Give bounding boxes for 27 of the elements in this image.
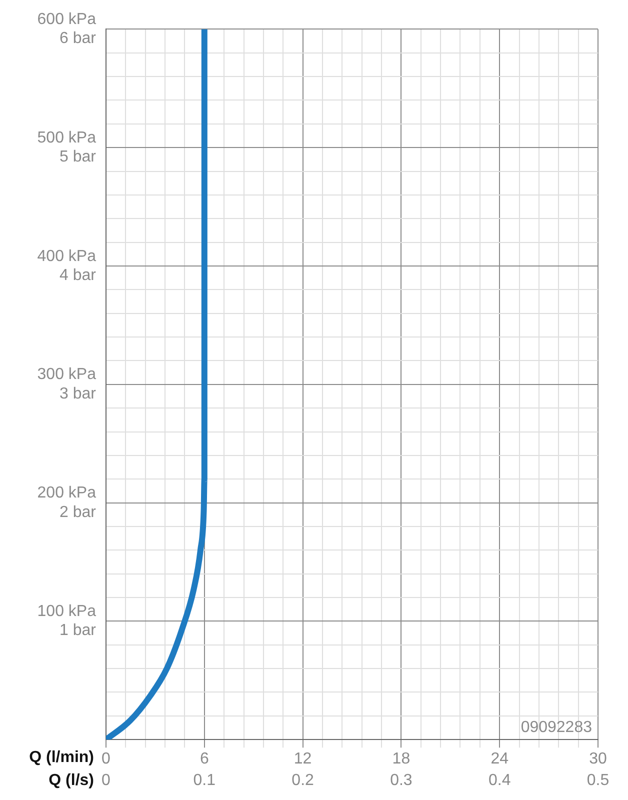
- y-tick-label: 100 kPa: [37, 603, 96, 620]
- x-tick-label: 18: [392, 750, 410, 768]
- y-tick-label: 200 kPa: [37, 484, 96, 502]
- y2-tick-label: 6 bar: [60, 30, 97, 48]
- x2-tick-label: 0.4: [488, 772, 511, 789]
- x2-tick-label: 0.5: [586, 772, 610, 789]
- y2-tick-label: 4 bar: [60, 267, 97, 284]
- y-tick-label: 300 kPa: [37, 366, 96, 384]
- y2-tick-label: 2 bar: [60, 504, 97, 521]
- x2-axis-title: Q (l/s): [48, 772, 94, 790]
- x2-tick-label: 0: [102, 772, 111, 789]
- x-tick-label: 24: [490, 750, 509, 768]
- y-tick-label: 400 kPa: [37, 248, 96, 265]
- y-tick-label: 500 kPa: [37, 129, 96, 146]
- y2-tick-label: 5 bar: [60, 148, 97, 166]
- x2-tick-label: 0.1: [193, 772, 216, 789]
- x-tick-label: 12: [294, 750, 312, 768]
- y-tick-label: 600 kPa: [37, 11, 96, 28]
- x2-tick-label: 0.3: [390, 772, 412, 789]
- annotation: 09092283: [520, 719, 592, 736]
- x-tick-label: 6: [200, 750, 209, 768]
- y2-tick-label: 3 bar: [60, 385, 97, 402]
- x-tick-label: 0: [102, 750, 111, 768]
- x2-tick-label: 0.2: [292, 772, 314, 789]
- x-tick-label: 30: [589, 750, 607, 768]
- x-axis-title: Q (l/min): [29, 749, 94, 766]
- y2-tick-label: 1 bar: [60, 622, 97, 640]
